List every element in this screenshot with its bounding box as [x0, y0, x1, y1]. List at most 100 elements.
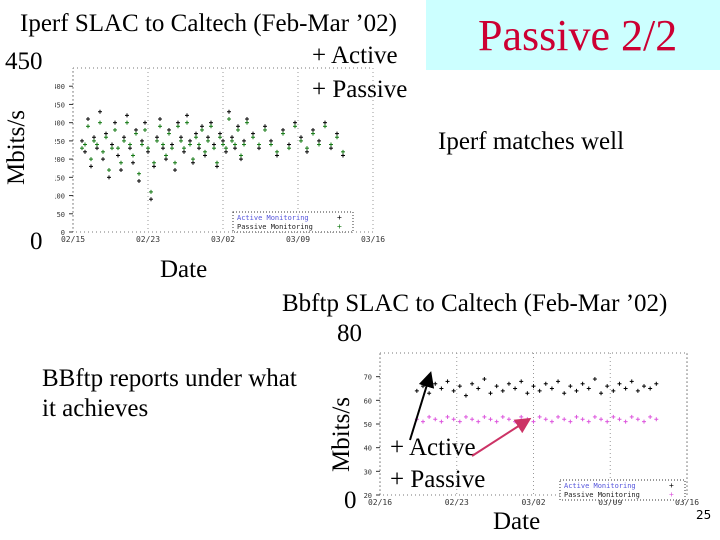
c2-xtick: 02/16: [368, 498, 392, 507]
c1-point-active: [311, 127, 315, 132]
c1-point-passive: [143, 127, 147, 132]
c1-point-active: [251, 131, 255, 136]
c2-point-active: [562, 391, 567, 396]
c1-point-active: [95, 146, 99, 151]
c2-ytick: 20: [364, 492, 372, 500]
c2-point-active: [586, 386, 591, 391]
c1-point-passive: [185, 120, 189, 125]
c1-point-active: [101, 157, 105, 162]
c1-point-active: [140, 138, 144, 143]
note-iperf: Iperf matches well: [438, 128, 625, 155]
chart2-title: Bbftp SLAC to Caltech (Feb-Mar ’02): [282, 290, 668, 317]
c2-point-active: [482, 377, 487, 382]
c1-xtick: 03/16: [361, 235, 385, 244]
c2-point-passive: [414, 417, 419, 422]
c2-legend-marker: +: [669, 481, 674, 490]
c2-point-passive: [605, 419, 610, 424]
chart1-ymin-label: 0: [30, 228, 43, 255]
c1-point-active: [173, 168, 177, 173]
c1-point-active: [98, 109, 102, 114]
c2-point-active: [457, 384, 462, 389]
c2-point-active: [519, 379, 524, 384]
c2-point-active: [635, 388, 640, 393]
c1-point-active: [215, 164, 219, 169]
c1-point-passive: [182, 146, 186, 151]
c1-point-active: [143, 120, 147, 125]
c2-point-passive: [457, 419, 462, 424]
c1-ytick: 300: [55, 120, 65, 128]
c1-legend-entry: Active Monitoring: [237, 214, 309, 222]
c1-point-passive: [275, 149, 279, 154]
c1-point-passive: [239, 153, 243, 158]
c1-point-passive: [221, 142, 225, 147]
chart1-xlabel: Date: [160, 256, 208, 283]
c1-point-passive: [128, 142, 132, 147]
c1-point-active: [281, 127, 285, 132]
c1-ytick: 400: [55, 83, 65, 91]
c1-legend-box: [232, 211, 354, 233]
c1-point-passive: [167, 131, 171, 136]
c1-point-passive: [170, 146, 174, 151]
c2-ytick: 30: [364, 468, 372, 476]
c2-point-active: [623, 386, 628, 391]
c1-point-active: [128, 146, 132, 151]
c1-point-passive: [212, 146, 216, 151]
c2-point-passive: [556, 414, 561, 419]
c2-xtick: 03/02: [521, 498, 545, 507]
c2-point-active: [642, 384, 647, 389]
c2-point-passive: [420, 419, 425, 424]
c2-point-active: [531, 384, 536, 389]
c2-point-active: [463, 393, 468, 398]
c1-point-active: [230, 135, 234, 140]
c1-point-passive: [86, 124, 90, 129]
c2-xtick: 03/09: [598, 498, 622, 507]
title-background: [426, 0, 720, 70]
c2-point-active: [556, 379, 561, 384]
c1-point-passive: [173, 160, 177, 165]
c1-point-passive: [269, 142, 273, 147]
c2-point-active: [592, 377, 597, 382]
c1-point-passive: [179, 138, 183, 143]
c1-point-passive: [155, 138, 159, 143]
c1-point-passive: [245, 120, 249, 125]
c1-point-active: [227, 109, 231, 114]
c1-point-active: [131, 160, 135, 165]
c1-point-passive: [236, 127, 240, 132]
note-bbftp: BBftp reports under what it achieves: [42, 365, 297, 422]
c1-point-passive: [251, 135, 255, 140]
c1-point-passive: [164, 153, 168, 158]
c2-point-active: [617, 381, 622, 386]
c2-point-active: [414, 388, 419, 393]
c2-point-active: [654, 381, 659, 386]
c2-point-passive: [445, 414, 450, 419]
c1-point-passive: [341, 149, 345, 154]
c1-point-passive: [101, 149, 105, 154]
c2-point-passive: [592, 414, 597, 419]
chart2-xlabel: Date: [493, 508, 541, 535]
c1-point-passive: [257, 142, 261, 147]
c1-point-passive: [95, 142, 99, 147]
c1-point-passive: [122, 138, 126, 143]
c1-point-passive: [98, 120, 102, 125]
c1-point-passive: [107, 168, 111, 173]
c2-point-passive: [531, 419, 536, 424]
c1-point-passive: [203, 149, 207, 154]
c1-point-passive: [224, 146, 228, 151]
c2-point-active: [611, 388, 616, 393]
c1-point-active: [191, 160, 195, 165]
c2-point-passive: [629, 414, 634, 419]
c2-point-passive: [623, 419, 628, 424]
c1-point-passive: [137, 171, 141, 176]
c1-point-active: [185, 113, 189, 118]
c2-point-passive: [654, 417, 659, 422]
c2-point-passive: [494, 419, 499, 424]
c2-legend-marker: +: [669, 490, 674, 499]
slide-title: Passive 2/2: [478, 11, 678, 60]
c2-point-active: [549, 386, 554, 391]
c1-point-active: [194, 131, 198, 136]
c1-point-active: [218, 131, 222, 136]
c1-point-passive: [83, 142, 87, 147]
c1-point-active: [239, 157, 243, 162]
c2-point-active: [537, 388, 542, 393]
c2-point-passive: [519, 414, 524, 419]
